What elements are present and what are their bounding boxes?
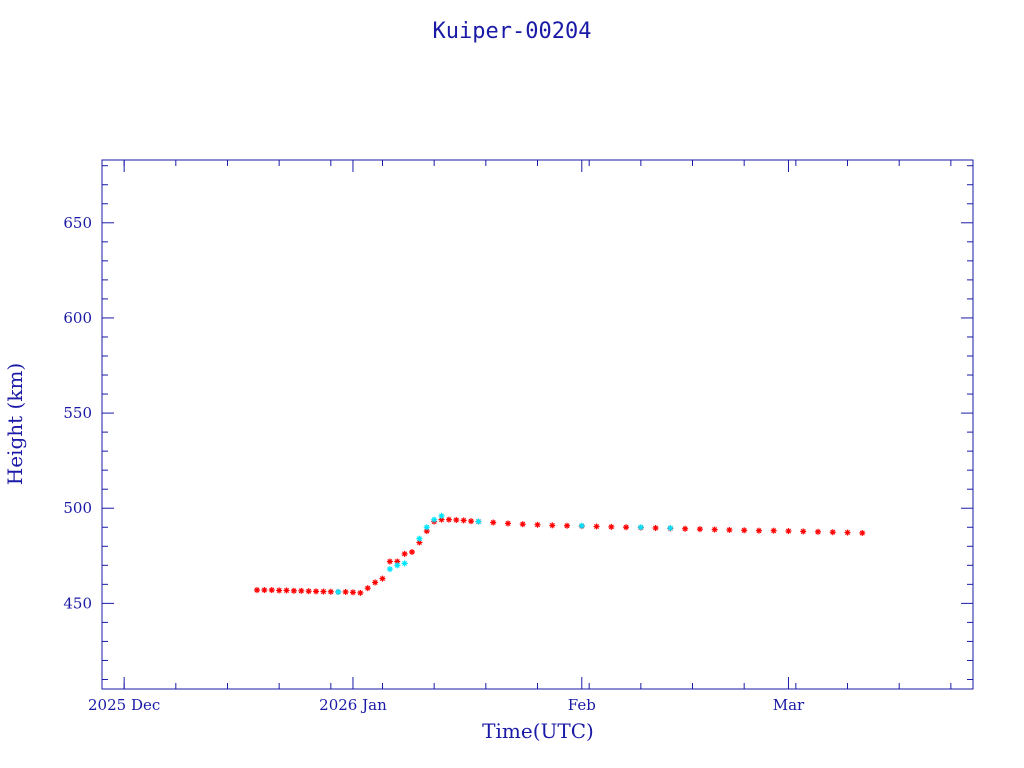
- data-point: [755, 527, 762, 534]
- data-point: [290, 587, 297, 594]
- y-tick-label: 650: [63, 214, 92, 232]
- data-point: [460, 517, 467, 524]
- data-point: [283, 587, 290, 594]
- data-point: [534, 521, 541, 528]
- data-point: [829, 529, 836, 536]
- data-point: [401, 550, 408, 557]
- data-point: [652, 525, 659, 532]
- data-point: [453, 517, 460, 524]
- data-point: [320, 588, 327, 595]
- data-point: [394, 558, 401, 565]
- data-point: [519, 521, 526, 528]
- y-tick-label: 500: [63, 499, 92, 517]
- data-point: [468, 518, 475, 525]
- x-tick-label: 2025 Dec: [88, 696, 160, 714]
- data-point: [770, 527, 777, 534]
- axis-ticks: [102, 160, 973, 689]
- data-point: [357, 589, 364, 596]
- data-point: [490, 519, 497, 526]
- data-point: [549, 522, 556, 529]
- data-point: [401, 560, 408, 567]
- data-point: [342, 588, 349, 595]
- data-point: [608, 523, 615, 530]
- x-tick-labels: 2025 Dec 2026 Jan Feb Mar: [88, 696, 805, 714]
- data-point: [667, 525, 674, 532]
- data-point: [696, 526, 703, 533]
- data-point: [785, 528, 792, 535]
- data-point: [386, 566, 393, 573]
- data-point: [327, 588, 334, 595]
- data-point: [438, 512, 445, 519]
- data-point: [313, 588, 320, 595]
- data-point: [844, 529, 851, 536]
- data-point: [726, 526, 733, 533]
- data-point: [416, 535, 423, 542]
- data-point: [254, 587, 261, 594]
- data-point: [800, 528, 807, 535]
- data-point: [637, 524, 644, 531]
- x-tick-label: Feb: [568, 696, 596, 714]
- data-point: [859, 529, 866, 536]
- data-point: [261, 587, 268, 594]
- data-point: [564, 522, 571, 529]
- data-point: [682, 525, 689, 532]
- data-point: [335, 588, 342, 595]
- y-axis-label: Height (km): [3, 363, 27, 485]
- data-point: [386, 558, 393, 565]
- data-point: [268, 587, 275, 594]
- data-point: [276, 587, 283, 594]
- x-tick-label: Mar: [773, 696, 805, 714]
- y-tick-labels: 450 500 550 600 650: [63, 214, 92, 613]
- data-point: [409, 548, 416, 555]
- data-point: [475, 518, 482, 525]
- plot-frame: [101, 159, 974, 690]
- data-point: [623, 524, 630, 531]
- data-point: [431, 516, 438, 523]
- data-point: [445, 516, 452, 523]
- data-point: [416, 539, 423, 546]
- y-tick-label: 600: [63, 309, 92, 327]
- data-point: [423, 524, 430, 531]
- data-point: [298, 587, 305, 594]
- data-point: [349, 589, 356, 596]
- data-point: [372, 579, 379, 586]
- x-axis-label: Time(UTC): [482, 719, 594, 743]
- data-point: [711, 526, 718, 533]
- data-point: [379, 575, 386, 582]
- data-point: [364, 585, 371, 592]
- x-tick-label: 2026 Jan: [319, 696, 387, 714]
- y-tick-label: 450: [63, 594, 92, 612]
- data-point: [593, 523, 600, 530]
- chart-title: Kuiper-00204: [433, 19, 592, 44]
- data-point: [504, 520, 511, 527]
- data-point: [305, 588, 312, 595]
- data-point: [741, 527, 748, 534]
- y-tick-label: 550: [63, 404, 92, 422]
- data-point: [394, 562, 401, 569]
- data-point: [578, 522, 585, 529]
- data-point: [814, 528, 821, 535]
- data-points: [254, 512, 866, 596]
